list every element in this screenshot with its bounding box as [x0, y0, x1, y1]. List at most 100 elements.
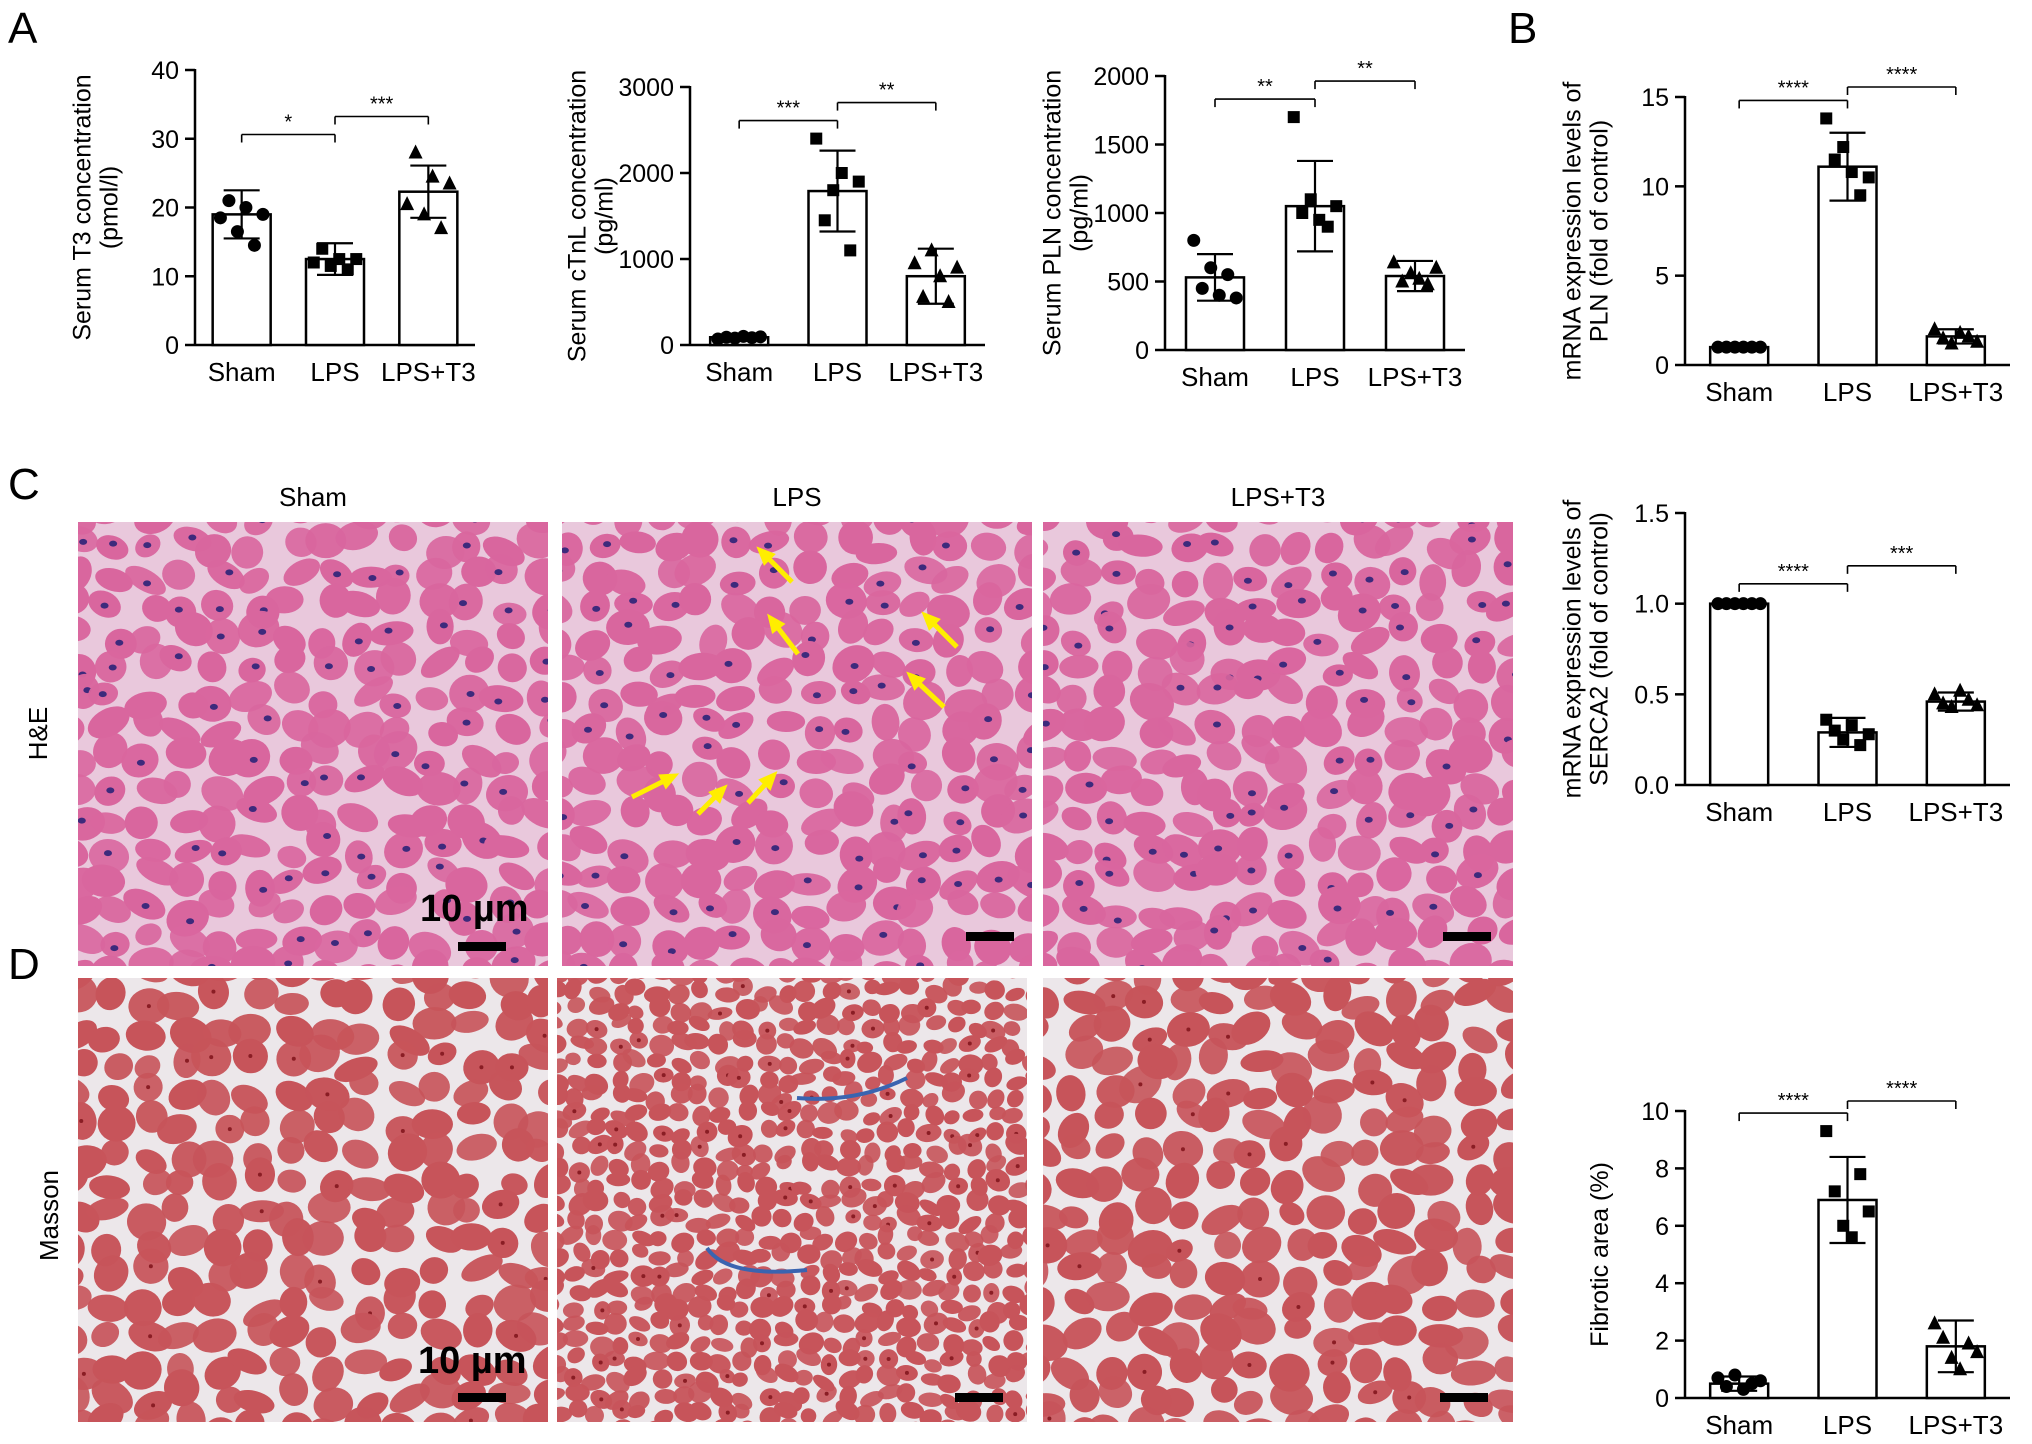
- tissue-fiber: [1056, 1075, 1086, 1112]
- nucleus: [439, 622, 448, 629]
- yellow-arrow-head: [758, 771, 778, 791]
- tissue-fiber: [81, 864, 126, 897]
- y-tick-label: 40: [151, 57, 179, 85]
- tissue-fiber: [562, 719, 580, 749]
- tissue-fiber: [98, 1084, 130, 1112]
- y-tick-label: 0: [1655, 352, 1669, 380]
- x-tick-label: Sham: [705, 357, 773, 387]
- tissue-fiber: [389, 1025, 430, 1056]
- tissue-fiber: [416, 771, 461, 806]
- nucleus: [368, 575, 377, 582]
- nucleus: [619, 941, 628, 948]
- tissue-fiber: [453, 1079, 489, 1107]
- tissue-fiber: [905, 954, 934, 966]
- column-title-lps: LPS: [772, 482, 822, 512]
- nucleus: [367, 666, 376, 673]
- tissue-fiber: [1043, 567, 1056, 594]
- nucleus: [395, 569, 404, 576]
- tissue-fiber: [501, 1128, 535, 1162]
- data-point: [1845, 1231, 1858, 1244]
- tissue-fiber: [674, 684, 716, 708]
- tissue-fiber: [1276, 589, 1321, 619]
- tissue-fiber: [562, 1315, 585, 1331]
- tissue-fiber: [1005, 1365, 1026, 1383]
- tissue-fiber: [587, 1053, 607, 1069]
- tissue-fiber: [450, 1223, 492, 1251]
- tissue-fiber: [1384, 716, 1429, 748]
- tissue-fiber: [871, 651, 906, 678]
- nucleus: [323, 832, 332, 839]
- tissue-fiber: [1172, 1078, 1206, 1109]
- tissue-fiber: [1306, 1195, 1346, 1230]
- column-title-sham: Sham: [279, 482, 347, 512]
- y-tick-label: 30: [151, 126, 179, 154]
- tissue-fiber: [588, 996, 615, 1015]
- tissue-fiber: [569, 1285, 592, 1302]
- tissue-fiber: [1096, 1251, 1127, 1284]
- tissue-fiber: [567, 1347, 585, 1364]
- tissue-fiber: [1165, 1162, 1200, 1199]
- tissue-fiber: [1268, 953, 1302, 966]
- nucleus: [367, 873, 376, 880]
- tissue-fiber: [1243, 955, 1280, 966]
- tissue-fiber: [234, 1409, 265, 1422]
- nucleus: [1373, 1390, 1378, 1395]
- data-point: [442, 175, 457, 190]
- tissue-fiber: [900, 1088, 924, 1109]
- nucleus: [1148, 848, 1157, 855]
- tissue-fiber: [1005, 987, 1025, 1002]
- nucleus: [1323, 956, 1332, 963]
- data-point: [316, 242, 329, 255]
- nucleus: [741, 1152, 746, 1157]
- tissue-fiber: [664, 1262, 689, 1278]
- nucleus: [904, 810, 913, 817]
- nucleus: [1471, 1144, 1476, 1149]
- nucleus: [885, 1091, 890, 1096]
- tissue-fiber: [760, 1101, 780, 1117]
- y-tick-label: 1500: [1093, 132, 1149, 160]
- tissue-fiber: [900, 1401, 925, 1419]
- nucleus: [1386, 909, 1395, 916]
- tissue-fiber: [1195, 953, 1230, 966]
- tissue-fiber: [91, 1321, 120, 1348]
- nucleus: [1445, 822, 1454, 829]
- tissue-fiber: [142, 1169, 172, 1196]
- nucleus: [851, 1214, 856, 1219]
- data-point: [1927, 686, 1942, 701]
- tissue-fiber: [78, 1324, 88, 1356]
- tissue-fiber: [896, 1154, 923, 1170]
- nucleus: [300, 780, 309, 787]
- tissue-fiber: [1043, 522, 1062, 531]
- tissue-fiber: [238, 657, 266, 683]
- tissue-fiber: [565, 1052, 581, 1066]
- tissue-fiber: [165, 737, 207, 769]
- tissue-fiber: [557, 1332, 569, 1352]
- nucleus: [783, 1195, 788, 1200]
- tissue-fiber: [1043, 857, 1063, 889]
- tissue-fiber: [941, 1081, 965, 1103]
- data-point: [1862, 728, 1875, 741]
- tissue-fiber: [566, 952, 609, 966]
- tissue-fiber: [624, 1104, 648, 1121]
- data-point: [1820, 713, 1833, 726]
- tissue-fiber: [201, 776, 244, 812]
- tissue-fiber: [926, 1145, 948, 1164]
- data-point: [1429, 259, 1444, 274]
- nucleus: [850, 1043, 855, 1048]
- tissue-fiber: [901, 1304, 919, 1321]
- nucleus: [1370, 1080, 1375, 1085]
- tissue-fiber: [590, 1155, 609, 1176]
- tissue-fiber: [354, 1220, 387, 1253]
- tissue-fiber: [732, 1351, 752, 1371]
- tissue-fiber: [1314, 532, 1344, 564]
- nucleus: [1472, 637, 1481, 644]
- tissue-fiber: [1389, 655, 1420, 692]
- tissue-fiber: [667, 1020, 689, 1036]
- nucleus: [661, 1131, 666, 1136]
- tissue-fiber: [860, 1092, 878, 1107]
- tissue-fiber: [672, 1283, 697, 1304]
- tissue-fiber: [648, 1103, 672, 1121]
- nucleus: [1284, 582, 1293, 589]
- tissue-fiber: [562, 949, 576, 966]
